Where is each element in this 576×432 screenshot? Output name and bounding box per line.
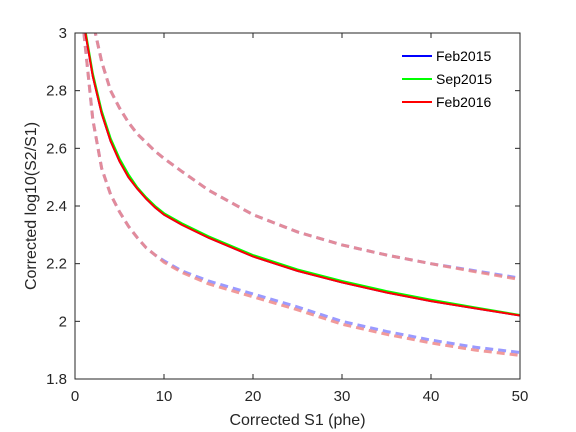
series-lines-layer [84,33,520,317]
series-line-feb2016 [84,33,520,317]
y-tick-label: 2.4 [46,198,67,215]
x-axis: 0 10 20 30 40 50 [71,33,529,405]
x-tick-label: 20 [245,388,262,405]
y-tick-label: 3 [59,25,67,42]
confidence-bands-layer [82,33,520,357]
legend: Feb2015 Sep2015 Feb2016 [397,43,513,115]
y-tick-label: 2.2 [46,256,67,273]
legend-label-sep2015: Sep2015 [436,71,492,87]
legend-label-feb2015: Feb2015 [436,48,491,64]
x-tick-label: 50 [512,388,529,405]
x-tick-label: 0 [71,388,79,405]
x-axis-title: Corrected S1 (phe) [229,412,365,429]
x-tick-label: 30 [334,388,351,405]
y-tick-label: 2 [59,313,67,330]
legend-label-feb2016: Feb2016 [436,94,491,110]
y-tick-label: 2.8 [46,83,67,100]
band-lower-line-1 [82,33,520,357]
band-upper-line-1 [93,33,520,281]
y-axis: 1.8 2 2.2 2.4 2.6 2.8 3 [46,25,520,388]
y-axis-title: Corrected log10(S2/S1) [23,122,40,290]
y-tick-label: 1.8 [46,371,67,388]
x-tick-label: 40 [423,388,440,405]
x-tick-label: 10 [156,388,173,405]
y-tick-label: 2.6 [46,140,67,157]
